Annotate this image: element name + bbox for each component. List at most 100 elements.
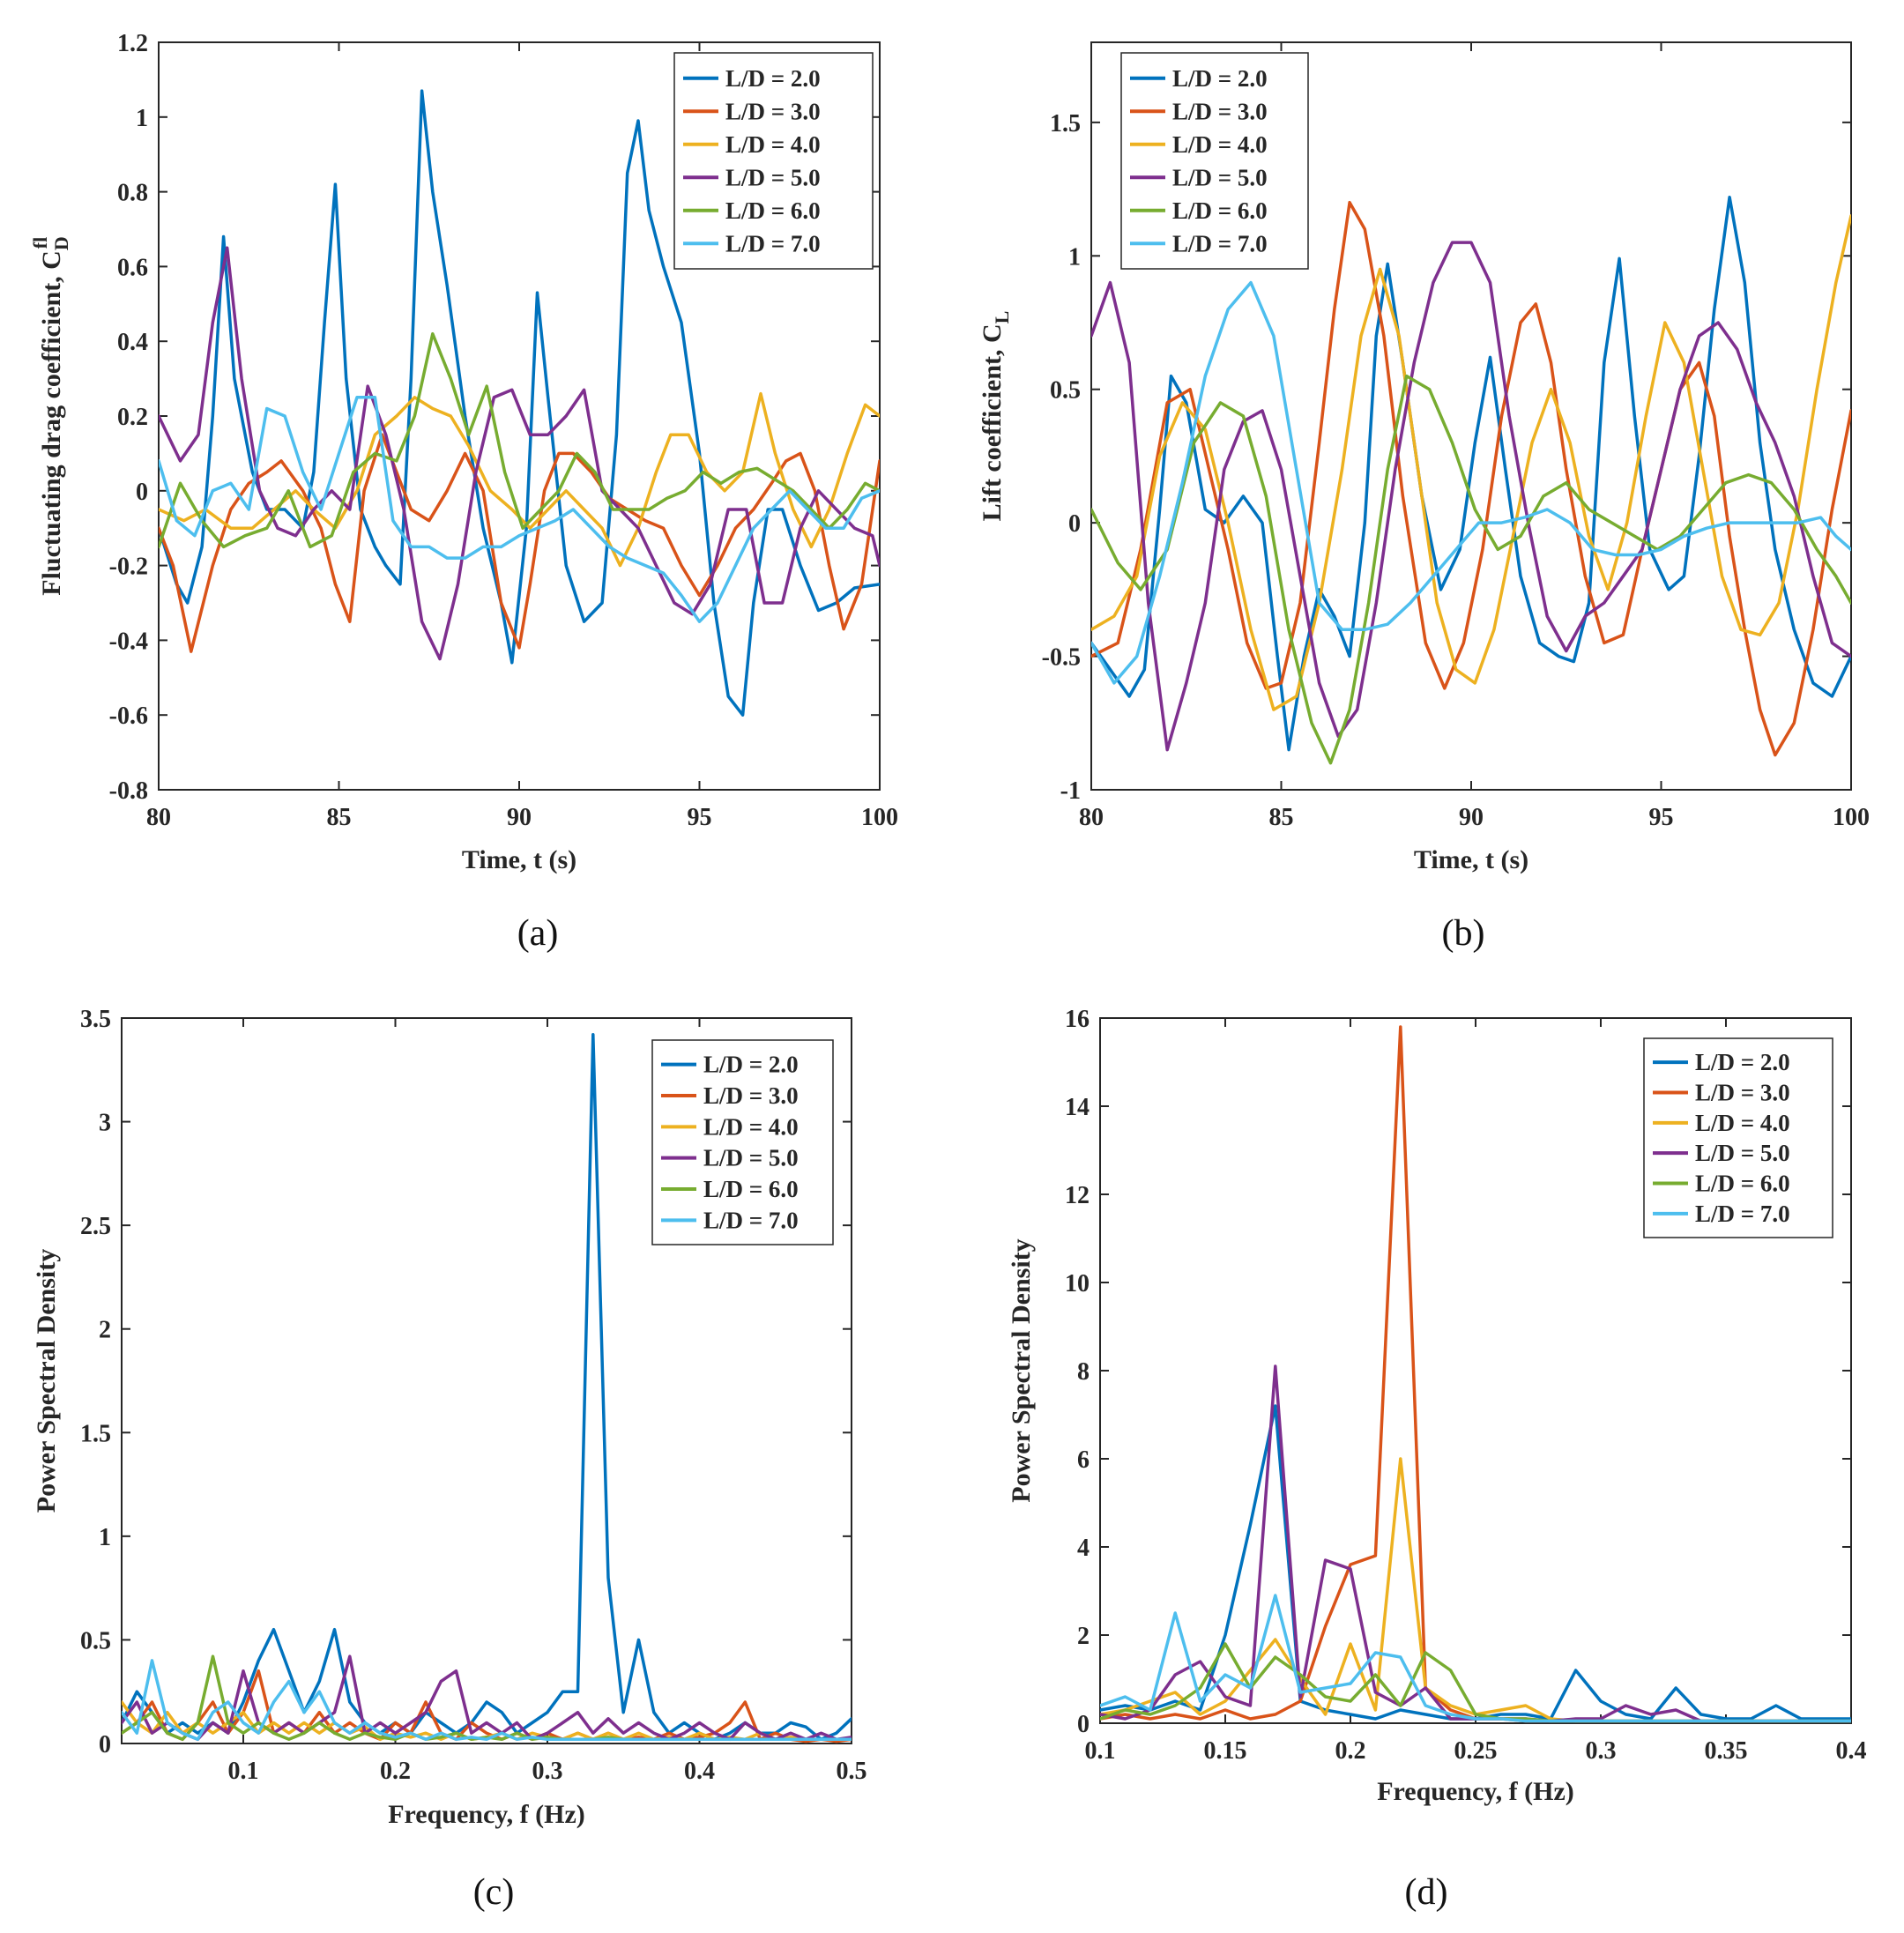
y-tick-label: 1.5 bbox=[1050, 110, 1081, 138]
x-tick-label: 85 bbox=[1269, 804, 1294, 831]
y-axis-label-main: Power Spectral Density bbox=[32, 1249, 61, 1513]
legend-label: L/D = 6.0 bbox=[1695, 1171, 1790, 1197]
series-line-2 bbox=[1091, 200, 1851, 757]
legend-box bbox=[673, 52, 874, 270]
y-tick-label: 0.5 bbox=[80, 1627, 111, 1654]
y-tick-label: -0.8 bbox=[109, 777, 148, 805]
y-tick-label: 1 bbox=[99, 1524, 111, 1551]
series-line-4 bbox=[1091, 241, 1851, 752]
y-tick-label: 1 bbox=[1068, 243, 1081, 271]
series-line-3 bbox=[1091, 214, 1851, 711]
caption-a: (a) bbox=[517, 913, 559, 954]
y-axis-label-subscript: D bbox=[50, 236, 72, 250]
y-tick-label: 4 bbox=[1077, 1535, 1090, 1562]
panel-d: 0.1 0.15 0.2 0.25 0.3 0.35 0.4 0 2 4 6 8 10 12 14 16 Fre… bbox=[1007, 1006, 1867, 1806]
legend-box bbox=[651, 1039, 834, 1245]
caption-b: (b) bbox=[1442, 913, 1485, 954]
legend-label: L/D = 4.0 bbox=[1172, 131, 1268, 158]
y-tick-label: -0.6 bbox=[109, 703, 148, 730]
x-tick-label: 100 bbox=[861, 804, 898, 831]
y-tick-label: -0.4 bbox=[109, 628, 148, 655]
y-tick-label: 2 bbox=[99, 1317, 111, 1344]
x-axis-label: Time, t (s) bbox=[1414, 845, 1528, 874]
legend-label: L/D = 7.0 bbox=[703, 1207, 799, 1233]
y-tick-label: 0.4 bbox=[117, 329, 148, 356]
series-line-2 bbox=[159, 433, 880, 653]
legend-label: L/D = 7.0 bbox=[1172, 230, 1268, 256]
x-tick-label: 100 bbox=[1833, 804, 1870, 831]
y-tick-label: 1.5 bbox=[80, 1420, 111, 1447]
x-tick-label: 80 bbox=[146, 804, 171, 831]
y-tick-label: 8 bbox=[1077, 1358, 1090, 1386]
y-axis-label: Power Spectral Density bbox=[32, 1249, 61, 1513]
x-tick-label: 90 bbox=[1459, 804, 1484, 831]
panel-a: 80 85 90 95 100 -0.8 -0.6 -0.4 -0.2 0 0.2 0.4 0.6 0.8… bbox=[29, 30, 898, 874]
legend: L/D = 2.0 L/D = 3.0 L/D = 4.0 L/D = 5.0 L/D … bbox=[651, 1039, 834, 1245]
legend-label: L/D = 6.0 bbox=[1172, 197, 1268, 224]
x-tick-label: 95 bbox=[688, 804, 712, 831]
legend-label: L/D = 5.0 bbox=[1172, 164, 1268, 190]
y-tick-label: 16 bbox=[1065, 1006, 1090, 1033]
x-axis-label: Frequency, f (Hz) bbox=[388, 1800, 585, 1829]
legend: L/D = 2.0 L/D = 3.0 L/D = 4.0 L/D = 5.0 L/D … bbox=[1120, 52, 1309, 270]
series-group bbox=[122, 1033, 852, 1743]
legend-box bbox=[1120, 52, 1309, 270]
y-tick-label: -0.2 bbox=[109, 554, 148, 581]
y-axis-label: Fluctuating drag coefficient, CDfl bbox=[29, 236, 72, 596]
series-line-6 bbox=[1100, 1594, 1851, 1723]
caption-c: (c) bbox=[473, 1872, 515, 1913]
y-axis-label-main: Power Spectral Density bbox=[1007, 1238, 1036, 1502]
series-line-1 bbox=[122, 1033, 852, 1742]
legend: L/D = 2.0 L/D = 3.0 L/D = 4.0 L/D = 5.0 L/D … bbox=[1643, 1037, 1833, 1238]
x-axis-label: Frequency, f (Hz) bbox=[1377, 1777, 1574, 1806]
legend-label: L/D = 7.0 bbox=[1695, 1201, 1790, 1227]
x-tick-label: 0.35 bbox=[1705, 1737, 1748, 1765]
legend-label: L/D = 5.0 bbox=[1695, 1140, 1790, 1166]
y-tick-label: 0 bbox=[1068, 510, 1081, 538]
series-group bbox=[159, 89, 880, 717]
y-tick-label: 0.8 bbox=[117, 180, 148, 207]
legend-label: L/D = 4.0 bbox=[725, 131, 821, 158]
x-tick-label: 0.1 bbox=[228, 1758, 259, 1785]
x-tick-label: 0.3 bbox=[1586, 1737, 1617, 1765]
x-tick-label: 0.15 bbox=[1204, 1737, 1247, 1765]
legend-label: L/D = 5.0 bbox=[703, 1145, 799, 1171]
x-axis-label: Time, t (s) bbox=[462, 845, 576, 874]
y-tick-label: 2 bbox=[1077, 1623, 1090, 1650]
x-tick-label: 0.4 bbox=[1836, 1737, 1867, 1765]
legend: L/D = 2.0 L/D = 3.0 L/D = 4.0 L/D = 5.0 L/D … bbox=[673, 52, 874, 270]
legend-label: L/D = 3.0 bbox=[1172, 98, 1268, 124]
legend-label: L/D = 6.0 bbox=[725, 197, 821, 224]
y-tick-label: 0.2 bbox=[117, 404, 148, 431]
y-tick-label: 1 bbox=[136, 105, 148, 132]
x-tick-label: 80 bbox=[1079, 804, 1104, 831]
x-tick-label: 85 bbox=[327, 804, 352, 831]
y-tick-label: 0 bbox=[99, 1731, 111, 1758]
y-axis-label: Lift coefficient, CL bbox=[978, 311, 1013, 522]
x-tick-label: 0.2 bbox=[380, 1758, 411, 1785]
panel-c: 0.1 0.2 0.3 0.4 0.5 0 0.5 1 1.5 2 2.5 3 3.5 Frequency… bbox=[32, 1006, 867, 1829]
y-tick-label: 0 bbox=[136, 479, 148, 506]
legend-label: L/D = 5.0 bbox=[725, 164, 821, 190]
x-tick-label: 0.3 bbox=[532, 1758, 563, 1785]
legend-box bbox=[1643, 1037, 1833, 1238]
legend-label: L/D = 3.0 bbox=[703, 1082, 799, 1109]
legend-label: L/D = 3.0 bbox=[1695, 1080, 1790, 1106]
series-line-5 bbox=[159, 331, 880, 549]
x-tick-label: 95 bbox=[1649, 804, 1674, 831]
legend-label: L/D = 7.0 bbox=[725, 230, 821, 256]
y-tick-label: 0.6 bbox=[117, 254, 148, 281]
y-tick-label: -1 bbox=[1060, 777, 1081, 805]
legend-label: L/D = 4.0 bbox=[1695, 1110, 1790, 1136]
series-line-4 bbox=[159, 246, 880, 661]
y-tick-label: 14 bbox=[1065, 1094, 1090, 1121]
legend-label: L/D = 3.0 bbox=[725, 98, 821, 124]
y-tick-label: 3 bbox=[99, 1110, 111, 1137]
series-group bbox=[1100, 1025, 1851, 1723]
y-tick-label: 12 bbox=[1065, 1182, 1090, 1209]
y-axis-label-main: Fluctuating drag coefficient, C bbox=[37, 250, 66, 596]
series-line-5 bbox=[1091, 374, 1851, 765]
y-tick-label: 10 bbox=[1065, 1270, 1090, 1297]
x-tick-label: 90 bbox=[507, 804, 532, 831]
